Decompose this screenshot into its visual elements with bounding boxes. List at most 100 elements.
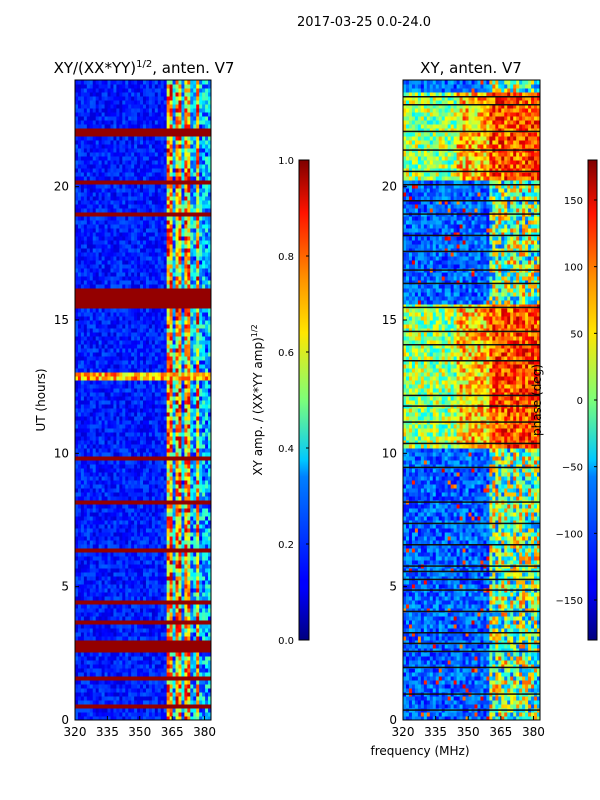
heatmap-cell <box>172 544 177 549</box>
heatmap-cell <box>208 688 212 693</box>
heatmap-cell <box>137 420 141 425</box>
heatmap-cell <box>77 488 82 493</box>
heatmap-cell <box>148 304 153 309</box>
heatmap-cell <box>83 412 88 417</box>
heatmap-cell <box>166 384 171 389</box>
heatmap-cell <box>125 656 129 661</box>
heatmap-cell <box>193 508 197 513</box>
heatmap-cell <box>187 632 191 637</box>
heatmap-cell <box>202 492 206 497</box>
heatmap-cell <box>131 616 135 621</box>
heatmap-cell <box>140 496 144 501</box>
heatmap-cell <box>98 524 103 529</box>
heatmap-cell <box>86 512 91 517</box>
heatmap-cell <box>77 596 82 601</box>
heatmap-cell <box>98 408 103 413</box>
heatmap-cell <box>184 500 188 505</box>
heatmap-cell <box>151 660 156 665</box>
heatmap-cell <box>83 656 88 661</box>
heatmap-cell <box>110 544 114 549</box>
heatmap-cell <box>101 456 106 461</box>
heatmap-cell <box>157 392 162 397</box>
heatmap-cell <box>77 336 82 341</box>
heatmap-cell <box>131 648 135 653</box>
heatmap-cell <box>202 324 206 329</box>
heatmap-cell <box>122 444 126 449</box>
heatmap-cell <box>113 300 117 305</box>
heatmap-cell <box>166 500 171 505</box>
heatmap-cell <box>178 492 182 497</box>
heatmap-cell <box>89 384 94 389</box>
heatmap-cell <box>119 488 123 493</box>
heatmap-cell <box>101 608 106 613</box>
heatmap-cell <box>86 372 91 377</box>
heatmap-cell <box>134 608 138 613</box>
heatmap-cell <box>148 576 153 581</box>
heatmap-cell <box>119 576 123 581</box>
heatmap-cell <box>131 712 135 717</box>
heatmap-cell <box>95 284 100 289</box>
heatmap-cell <box>104 500 109 505</box>
heatmap-cell <box>193 360 197 365</box>
heatmap-cell <box>128 600 132 605</box>
heatmap-cell <box>166 376 171 381</box>
heatmap-cell <box>166 576 171 581</box>
heatmap-cell <box>122 568 126 573</box>
heatmap-cell <box>160 340 165 345</box>
heatmap-cell <box>163 672 168 677</box>
heatmap-cell <box>169 332 174 337</box>
heatmap-cell <box>151 392 156 397</box>
heatmap-cell <box>163 400 168 405</box>
heatmap-cell <box>148 712 153 717</box>
heatmap-cell <box>143 660 147 665</box>
heatmap-cell <box>89 380 94 385</box>
heatmap-cell <box>75 488 79 493</box>
heatmap-cell <box>116 608 120 613</box>
heatmap-cell <box>175 440 179 445</box>
heatmap-cell <box>175 536 179 541</box>
heatmap-cell <box>145 500 150 505</box>
heatmap-cell <box>172 428 177 433</box>
heatmap-cell <box>131 608 135 613</box>
heatmap-cell <box>145 472 150 477</box>
heatmap-cell <box>131 336 135 341</box>
heatmap-cell <box>178 704 182 709</box>
heatmap-cell <box>172 624 177 629</box>
heatmap-cell <box>178 348 182 353</box>
heatmap-cell <box>172 416 177 421</box>
heatmap-cell <box>128 392 132 397</box>
heatmap-cell <box>107 712 111 717</box>
heatmap-cell <box>101 364 106 369</box>
heatmap-cell <box>184 700 188 705</box>
heatmap-cell <box>143 568 147 573</box>
heatmap-cell <box>154 664 159 669</box>
heatmap-cell <box>199 560 203 565</box>
heatmap-cell <box>137 340 141 345</box>
heatmap-cell <box>151 548 156 553</box>
heatmap-cell <box>101 616 106 621</box>
heatmap-cell <box>157 328 162 333</box>
heatmap-cell <box>116 536 120 541</box>
heatmap-cell <box>137 320 141 325</box>
heatmap-cell <box>131 528 135 533</box>
heatmap-cell <box>86 560 91 565</box>
heatmap-cell <box>77 716 82 721</box>
heatmap-cell <box>89 584 94 589</box>
heatmap-cell <box>145 528 150 533</box>
heatmap-cell <box>80 328 85 333</box>
heatmap-cell <box>151 572 156 577</box>
heatmap-cell <box>107 696 111 701</box>
heatmap-cell <box>148 428 153 433</box>
heatmap-cell <box>113 440 117 445</box>
heatmap-cell <box>83 524 88 529</box>
heatmap-cell <box>125 300 129 305</box>
heatmap-cell <box>86 296 91 301</box>
heatmap-cell <box>175 664 179 669</box>
heatmap-cell <box>172 300 177 305</box>
heatmap-cell <box>151 328 156 333</box>
heatmap-cell <box>110 668 114 673</box>
heatmap-cell <box>134 444 138 449</box>
heatmap-cell <box>205 312 209 317</box>
heatmap-cell <box>208 656 212 661</box>
heatmap-cell <box>157 364 162 369</box>
